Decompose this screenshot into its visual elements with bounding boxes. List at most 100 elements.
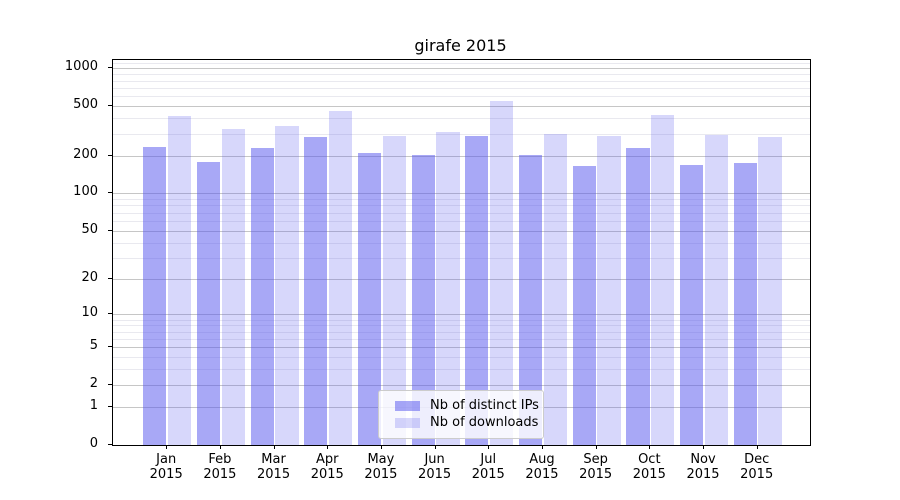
bar-may-distinct-ips [357,153,382,445]
x-tick-label-month: Aug [529,452,555,467]
bar-mar-downloads [275,125,299,445]
x-tick [649,445,651,449]
x-tick [434,445,436,449]
y-tick-label: 500 [73,97,98,113]
y-tick-label: 20 [81,270,98,286]
x-tick-label-year: 2015 [364,467,398,482]
y-tick-label: 100 [73,184,98,200]
y-tick [108,229,112,231]
gridline-major [113,385,810,387]
legend: Nb of distinct IPs Nb of downloads [378,390,544,439]
y-tick-label: 1000 [64,59,98,75]
gridline-minor [113,63,810,65]
x-tick-label-month: Nov [690,452,716,467]
gridline-major [113,193,810,195]
y-tick [108,406,112,408]
bar-sep-downloads [597,135,621,445]
bar-jan-downloads [168,116,192,445]
x-tick-label: May 2015 [353,452,409,482]
y-tick [108,154,112,156]
x-tick [703,445,704,449]
bar-sep-distinct-ips [572,166,596,445]
gridline-minor [113,80,810,82]
gridline-minor [113,325,810,327]
x-tick-label: Aug 2015 [514,452,570,482]
y-tick [108,384,112,386]
y-tick [108,313,112,315]
x-tick-label-month: Jan [156,452,177,467]
y-tick [108,192,112,194]
bar-apr-downloads [329,110,353,445]
gridline-major [113,230,810,232]
x-tick-label-month: Oct [638,452,661,467]
gridline-minor [113,257,810,259]
gridline-minor [113,220,810,222]
bar-jun-distinct-ips [411,154,435,445]
bar-oct-downloads [651,115,675,445]
gridline-minor [113,74,810,76]
gridline-minor [113,331,810,333]
bar-aug-distinct-ips [518,154,543,445]
y-tick-label: 50 [81,221,98,237]
bar-nov-downloads [704,134,728,445]
gridline-minor [113,133,810,135]
gridline-minor [113,319,810,321]
x-tick-label: Jan 2015 [138,452,194,482]
bar-dec-distinct-ips [733,162,757,445]
x-tick-label-month: Jun [424,452,445,467]
bar-feb-downloads [221,128,245,445]
y-tick [108,105,112,107]
bar-may-downloads [382,135,406,445]
x-tick-label-year: 2015 [203,467,237,482]
x-tick [380,445,382,449]
x-tick [595,445,597,449]
x-tick-label: Nov 2015 [675,452,731,482]
gridline-minor [113,338,810,340]
x-tick-label: Jun 2015 [407,452,463,482]
y-tick-label: 1 [89,398,98,414]
legend-label-downloads: Nb of downloads [430,415,539,431]
x-tick-label-month: May [367,452,395,467]
x-tick-label-year: 2015 [632,467,666,482]
plot-area [112,59,811,446]
x-tick-label-month: Dec [744,452,770,467]
bar-aug-downloads [543,133,567,445]
x-tick [166,445,168,449]
gridline-minor [113,199,810,201]
gridline-major [113,155,810,157]
x-tick-label-year: 2015 [740,467,774,482]
bar-oct-distinct-ips [626,148,650,445]
gridline-minor [113,205,810,207]
legend-item-downloads: Nb of downloads [395,415,539,433]
x-tick [327,445,329,449]
y-tick-label: 200 [73,146,98,162]
x-tick-label-year: 2015 [418,467,452,482]
gridline-minor [113,357,810,359]
legend-swatch-distinct-ips [395,400,420,411]
gridline-minor [113,87,810,89]
y-tick-label: 0 [89,436,98,451]
y-tick-label: 10 [81,305,98,321]
chart-title: girafe 2015 [414,36,507,55]
x-tick-label-month: Mar [261,452,286,467]
x-tick-label: Mar 2015 [246,452,302,482]
bar-apr-distinct-ips [304,136,328,445]
x-tick [756,445,758,449]
x-tick-label-month: Jul [480,452,497,467]
x-tick-label: Sep 2015 [568,452,624,482]
x-tick-label-month: Apr [315,452,339,467]
x-tick-label-year: 2015 [149,467,183,482]
gridline-minor [113,369,810,371]
bar-jul-downloads [490,100,514,445]
y-tick-label: 2 [89,376,98,392]
bar-jul-distinct-ips [465,135,489,445]
bar-jan-distinct-ips [143,147,167,445]
legend-item-distinct-ips: Nb of distinct IPs [395,397,539,415]
y-tick-label: 5 [89,338,98,354]
legend-swatch-downloads [395,418,420,429]
x-tick-label-year: 2015 [579,467,613,482]
y-tick [108,444,112,445]
x-tick-label-month: Sep [583,452,608,467]
x-tick-label: Dec 2015 [729,452,785,482]
